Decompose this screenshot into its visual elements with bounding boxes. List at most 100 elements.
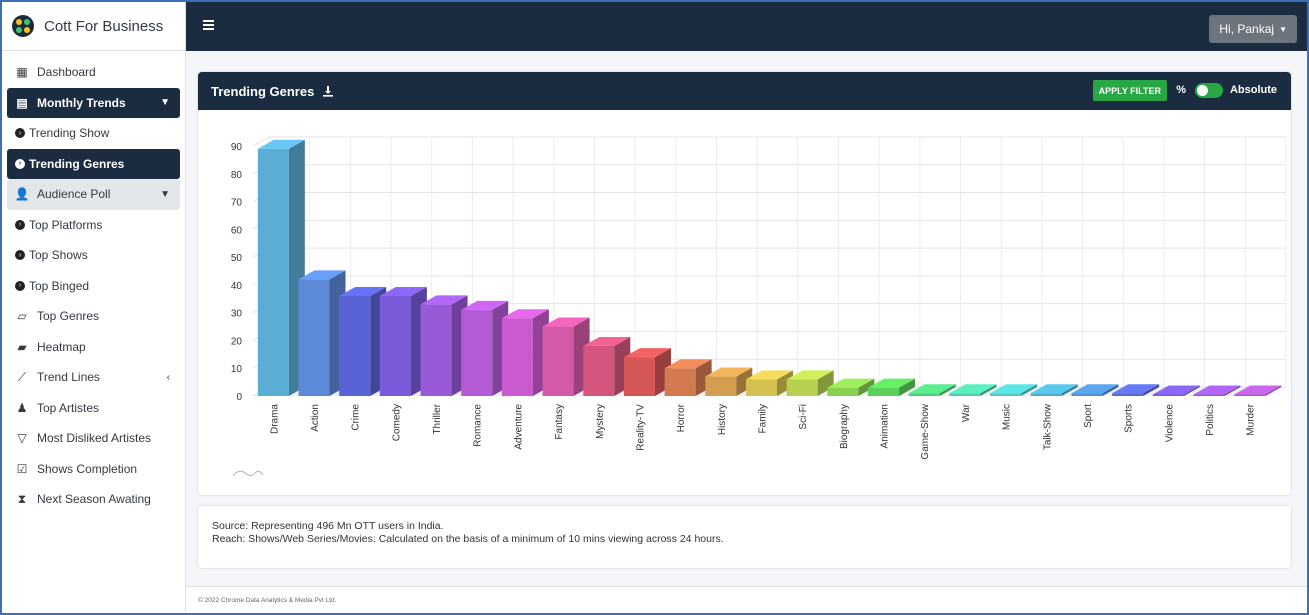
brand[interactable]: Cott For Business [2, 2, 185, 51]
sidebar-item-top-binged[interactable]: › Top Binged [7, 271, 180, 302]
bar-side [1061, 384, 1078, 396]
x-tick-label: Game-Show [920, 403, 931, 459]
bar-top [827, 378, 875, 388]
user-tie-icon: ♟ [16, 400, 28, 415]
footer-copyright: © 2022 Chrome Data Analytics & Media Pvt… [198, 596, 337, 604]
sidebar-item-label: Top Genres [37, 309, 100, 324]
bar [1030, 393, 1062, 396]
x-tick-label: Family [758, 404, 769, 433]
bar [542, 326, 574, 396]
sidebar-item-next-season-awating[interactable]: ⧗ Next Season Awating [7, 484, 180, 515]
sidebar-item-monthly-trends[interactable]: ▤ Monthly Trends ▼ [7, 87, 180, 118]
bar-top [501, 309, 549, 319]
y-tick-label: 20 [231, 336, 243, 347]
bar [298, 279, 330, 396]
x-tick-label: Murder [1246, 403, 1257, 435]
bar-top [1030, 384, 1078, 394]
sidebar-item-trend-lines[interactable]: ⟋ Trend Lines ‹ [7, 362, 180, 393]
sidebar-item-label: Audience Poll [37, 187, 111, 202]
sidebar-item-trending-genres[interactable]: › Trending Genres [7, 148, 180, 179]
sidebar-item-label: Trending Show [29, 126, 110, 141]
x-tick-label: Drama [269, 404, 280, 434]
chevron-down-icon: ▼ [160, 97, 170, 109]
sidebar: Cott For Business ▦ Dashboard ▤ Monthly … [2, 2, 186, 613]
x-tick-label: Fantasy [554, 404, 565, 440]
x-tick-label: War [961, 403, 972, 422]
bar [623, 357, 655, 396]
bar [827, 387, 859, 396]
circle-arrow-icon: › [15, 219, 25, 230]
x-tick-label: Horror [676, 403, 687, 432]
sidebar-item-dashboard[interactable]: ▦ Dashboard [7, 57, 180, 88]
bar-side [1224, 385, 1241, 396]
circle-arrow-icon: › [15, 128, 25, 139]
calendar-icon: ▤ [16, 95, 28, 110]
sidebar-item-top-platforms[interactable]: › Top Platforms [7, 210, 180, 241]
y-tick-label: 30 [231, 309, 243, 320]
bar-side [899, 378, 916, 396]
bar-top [868, 378, 916, 388]
bar-top [623, 348, 671, 358]
sidebar-item-label: Top Shows [29, 248, 88, 263]
hamburger-menu-icon[interactable] [203, 20, 214, 30]
bar-top [705, 367, 753, 377]
user-greeting: Hi, Pankaj [1219, 22, 1275, 36]
bar-top [583, 337, 631, 346]
sidebar-item-label: Top Binged [29, 278, 90, 293]
sidebar-item-top-genres[interactable]: ▱ Top Genres [7, 301, 180, 332]
chevron-left-icon: ‹ [166, 371, 170, 383]
sidebar-item-trending-show[interactable]: › Trending Show [7, 118, 180, 149]
y-tick-label: 70 [231, 198, 243, 209]
bar [1193, 394, 1225, 396]
circle-arrow-icon: › [15, 158, 25, 169]
sidebar-item-label: Trend Lines [37, 370, 100, 385]
x-tick-label: Mystery [595, 404, 606, 439]
hourglass-icon: ⧗ [17, 491, 27, 506]
bar-top [1234, 385, 1282, 395]
footer: © 2022 Chrome Data Analytics & Media Pvt… [186, 586, 1307, 613]
map-filled-icon: ▰ [17, 339, 27, 354]
bar [501, 318, 533, 396]
apply-filter-button[interactable]: APPLY FILTER [1092, 80, 1167, 101]
bar [1234, 394, 1266, 396]
x-tick-label: Biography [839, 404, 850, 449]
sidebar-item-top-artistes[interactable]: ♟ Top Artistes [7, 393, 180, 424]
x-tick-label: Talk-Show [1042, 403, 1053, 450]
brand-name: Cott For Business [44, 17, 164, 35]
brand-logo-icon [12, 15, 34, 37]
bar-top [1152, 385, 1200, 395]
bar [420, 304, 452, 396]
user-menu-button[interactable]: Hi, Pankaj ▼ [1209, 15, 1297, 43]
sidebar-item-label: Heatmap [37, 339, 86, 354]
bar-top [746, 370, 793, 380]
bar-top [420, 295, 468, 305]
y-tick-label: 60 [231, 225, 243, 236]
genre-bar-chart: 0 10 20 30 40 50 60 70 80 90 Drama Action Crime Comed… [231, 136, 1287, 477]
bar-top [949, 384, 997, 394]
x-tick-label: Romance [473, 404, 484, 447]
sidebar-item-shows-completion[interactable]: ☑ Shows Completion [7, 454, 180, 485]
download-icon[interactable] [322, 85, 334, 97]
sidebar-item-label: Most Disliked Artistes [37, 431, 152, 446]
sidebar-item-heatmap[interactable]: ▰ Heatmap [7, 332, 180, 363]
y-tick-label: 40 [231, 281, 243, 292]
caret-down-icon: ▼ [1279, 24, 1287, 34]
x-tick-label: Comedy [391, 404, 402, 441]
line-chart-icon: ⟋ [17, 369, 27, 384]
thumbs-down-icon: ▽ [17, 431, 27, 446]
top-navbar: Hi, Pankaj ▼ [186, 2, 1307, 51]
circle-arrow-icon: › [15, 250, 25, 261]
sidebar-item-audience-poll[interactable]: 👤 Audience Poll ▼ [7, 179, 180, 210]
bar [1071, 393, 1103, 396]
bar-top [1071, 384, 1119, 394]
bar-side [1021, 384, 1038, 396]
bar [1112, 393, 1144, 396]
percent-absolute-toggle[interactable] [1195, 83, 1223, 98]
x-tick-label: Sports [1124, 404, 1135, 433]
sidebar-item-label: Trending Genres [29, 156, 125, 171]
sidebar-item-most-disliked-artistes[interactable]: ▽ Most Disliked Artistes [7, 423, 180, 454]
sidebar-item-label: Next Season Awating [37, 492, 151, 507]
sidebar-item-top-shows[interactable]: › Top Shows [7, 240, 180, 271]
y-tick-label: 10 [231, 364, 243, 375]
bar-top [1193, 385, 1241, 395]
